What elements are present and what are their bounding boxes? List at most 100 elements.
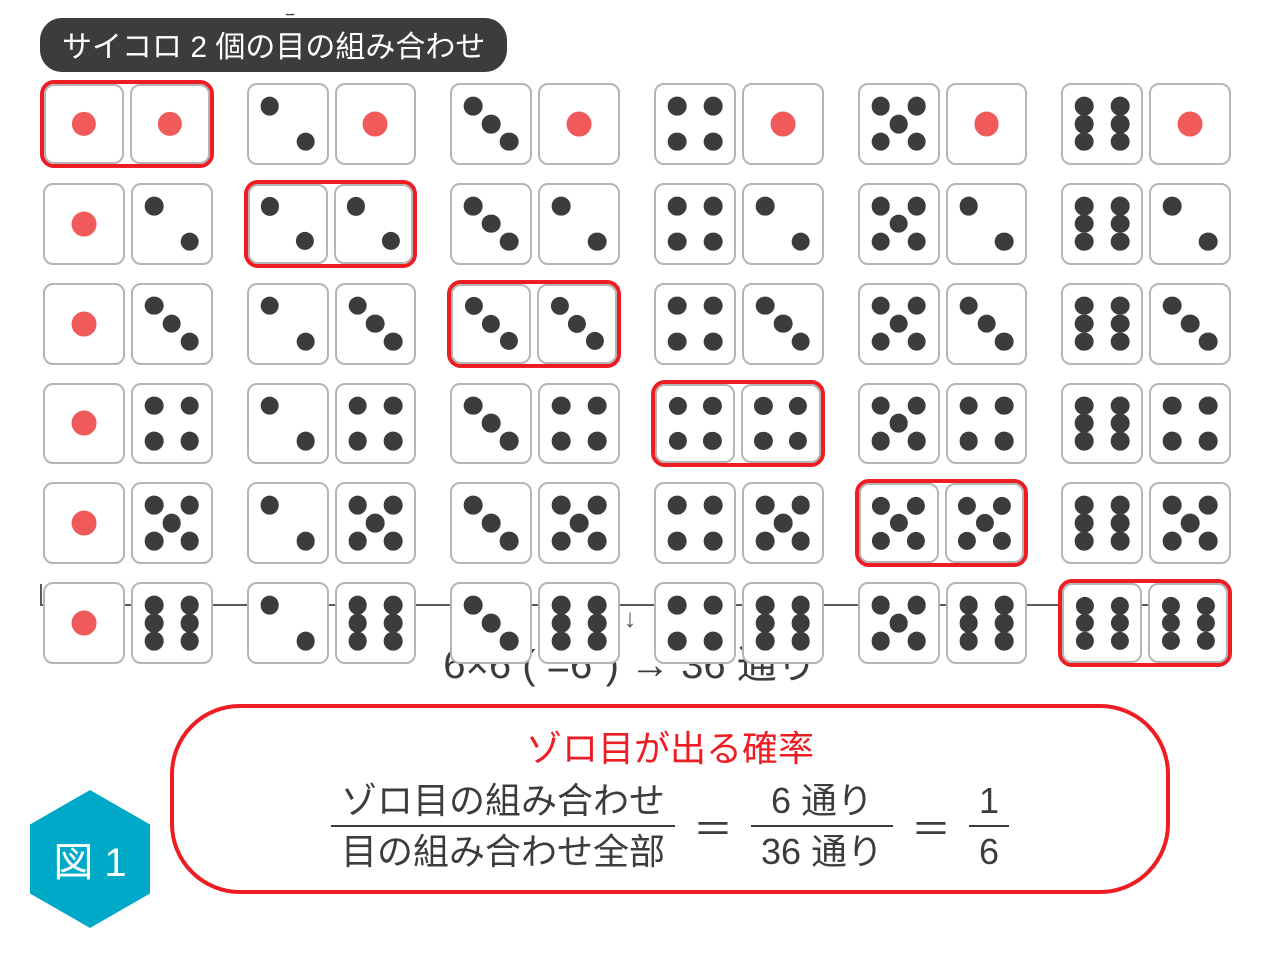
die-face-5 [538,482,620,564]
dice-pair [40,579,214,667]
pip [1199,496,1218,515]
dice-pair [40,180,214,268]
die-face-5 [858,582,940,664]
die-face-2 [247,83,329,165]
pip [71,211,96,236]
pip [1111,97,1130,116]
pip [871,632,890,651]
pip [668,397,686,415]
pip [570,514,589,533]
dice-pair [1058,380,1232,468]
pip [348,532,367,551]
pip [1199,396,1218,415]
pip [72,112,96,136]
pip [871,432,890,451]
pip [958,532,976,550]
pip [1181,314,1200,333]
pip [1075,232,1094,251]
pip [756,614,775,633]
pip [791,632,810,651]
pip [789,397,807,415]
pip [145,432,164,451]
frac2-den: 36 通り [751,829,893,874]
die-face-1 [538,83,620,165]
die-face-5 [945,483,1025,563]
pip [296,432,315,451]
pip [1163,396,1182,415]
die-face-5 [131,482,213,564]
die-face-6 [1061,283,1143,365]
pip [260,396,279,415]
dice-pair [244,80,418,168]
die-face-2 [248,184,328,264]
pip [907,632,926,651]
pip [1111,432,1130,451]
ruby-ko: こ [282,6,298,30]
equals-2: ＝ [911,797,951,855]
pip [1163,496,1182,515]
pip [384,496,403,515]
pip [1076,631,1094,649]
pip [1111,197,1130,216]
pip [180,614,199,633]
pip [756,596,775,615]
pip [180,632,199,651]
pip [1076,614,1094,632]
die-face-5 [1149,482,1231,564]
dice-pair [651,180,825,268]
pip [296,532,315,551]
pip [889,414,908,433]
pip [162,314,181,333]
pip [482,414,501,433]
die-face-2 [1149,183,1231,265]
pip [588,496,607,515]
pip [1163,296,1182,315]
formula-title: ゾロ目が出る確率 [204,720,1136,772]
pip [145,496,164,515]
frac1-num: ゾロ目の組み合わせ [331,778,675,823]
pip [1111,314,1130,333]
pip [464,496,483,515]
pip [974,111,999,136]
dice-pair [651,479,825,567]
pip [71,511,96,536]
pip [296,232,314,250]
pip [668,632,687,651]
pip [907,332,926,351]
pip [384,532,403,551]
pip [959,432,978,451]
die-face-4 [131,383,213,465]
pip [348,296,367,315]
dice-pair [855,479,1029,567]
pip [180,532,199,551]
pip [382,232,400,250]
die-face-1 [44,84,124,164]
pip [145,614,164,633]
pip [889,614,908,633]
pip [1197,631,1215,649]
dice-pair [1058,479,1232,567]
dice-pair [244,280,418,368]
pip [482,214,501,233]
pip [384,596,403,615]
die-face-1 [43,283,125,365]
pip [773,514,792,533]
pip [907,232,926,251]
pip [1111,514,1130,533]
die-face-6 [946,582,1028,664]
pip [754,397,772,415]
die-face-2 [742,183,824,265]
die-face-5 [858,83,940,165]
die-face-2 [247,383,329,465]
dice-pair [1058,280,1232,368]
pip [872,532,890,550]
pip [890,514,908,532]
pip [907,497,925,515]
pip [756,296,775,315]
pip [366,314,385,333]
pip [871,97,890,116]
pip [871,296,890,315]
die-face-2 [131,183,213,265]
dice-pair [244,180,418,268]
pip [162,514,181,533]
